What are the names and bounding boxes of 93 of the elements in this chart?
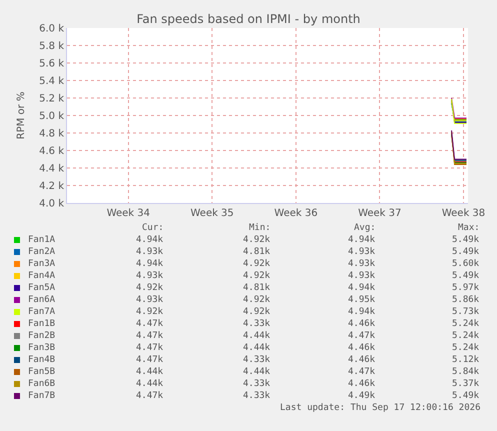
legend-label: Fan4A — [28, 271, 56, 281]
text: 4.46k — [348, 343, 376, 353]
text: 4.94k — [348, 283, 376, 293]
text: 4.47k — [136, 319, 164, 329]
legend-label: Fan1B — [28, 319, 56, 329]
text: 4.46k — [348, 319, 376, 329]
text: 5.24k — [452, 343, 480, 353]
text: 4.47k — [136, 391, 164, 401]
text: 4.93k — [348, 247, 376, 257]
legend-label: Fan6B — [28, 379, 56, 389]
text: Avg: — [354, 223, 376, 233]
text: 4.93k — [136, 247, 164, 257]
text: 4.33k — [243, 379, 271, 389]
legend-label: Fan3B — [28, 343, 56, 353]
text: 4.94k — [136, 235, 164, 245]
text: 4.33k — [243, 319, 271, 329]
text: 5.49k — [452, 271, 480, 281]
text: 4.47k — [136, 343, 164, 353]
text: 5.12k — [452, 355, 480, 365]
text: 4.49k — [348, 391, 376, 401]
text: 4.93k — [136, 271, 164, 281]
text: 4.33k — [243, 355, 271, 365]
text: 4.47k — [136, 355, 164, 365]
text: 4.92k — [136, 307, 164, 317]
text: 4.92k — [136, 283, 164, 293]
text: 4.46k — [348, 355, 376, 365]
y-tick-label: 6.0 k — [39, 24, 64, 34]
text: 4.33k — [243, 391, 271, 401]
text: 4.44k — [243, 367, 271, 377]
text: Cur: — [142, 223, 164, 233]
text: 4.81k — [243, 247, 271, 257]
legend-label: Fan3A — [28, 259, 56, 269]
text: 4.47k — [348, 367, 376, 377]
text: 4.46k — [348, 379, 376, 389]
legend-label: Fan5A — [28, 283, 56, 293]
text: 5.97k — [452, 283, 480, 293]
legend-label: Fan6A — [28, 295, 56, 305]
text: Min: — [249, 223, 271, 233]
x-tick-label: Week 34 — [106, 208, 150, 219]
text: 4.95k — [348, 295, 376, 305]
text: 4.47k — [136, 331, 164, 341]
text: 4.44k — [136, 379, 164, 389]
text: 4.92k — [243, 271, 271, 281]
y-tick-label: 5.4 k — [39, 76, 64, 87]
y-tick-label: 4.8 k — [39, 128, 64, 140]
x-tick-label: Week 38 — [442, 208, 486, 219]
text: 4.44k — [243, 343, 271, 353]
legend-label: Fan7A — [28, 307, 56, 317]
y-tick-label: 4.2 k — [39, 181, 64, 192]
text: 4.81k — [243, 283, 271, 293]
text: 4.92k — [243, 235, 271, 245]
legend-label: Fan2A — [28, 247, 56, 257]
text: 4.44k — [136, 367, 164, 377]
legend-label: Fan5B — [28, 367, 56, 377]
text: 5.24k — [452, 331, 480, 341]
legend-label: Fan4B — [28, 355, 56, 365]
text: 4.44k — [243, 331, 271, 341]
text: Last update: Thu Sep 17 12:00:16 2026 — [280, 403, 480, 413]
text: 4.94k — [348, 235, 376, 245]
y-tick-label: 5.0 k — [39, 111, 64, 122]
text: 4.92k — [243, 295, 271, 305]
text: 5.49k — [452, 247, 480, 257]
text: 5.84k — [452, 367, 480, 377]
text: 5.24k — [452, 319, 480, 329]
text: 4.93k — [136, 295, 164, 305]
text: Max: — [458, 223, 480, 233]
y-tick-label: 5.2 k — [39, 94, 64, 104]
text: 4.94k — [348, 307, 376, 317]
legend-label: Fan7B — [28, 391, 56, 401]
text: 5.60k — [452, 259, 480, 269]
text: 4.92k — [243, 307, 271, 317]
x-tick-label: Week 35 — [190, 208, 234, 219]
text: 4.47k — [348, 331, 376, 341]
y-axis-title: RPM or % — [16, 92, 28, 140]
legend-label: Fan2B — [28, 331, 56, 341]
y-tick-label: 5.8 k — [39, 41, 64, 52]
text: 5.86k — [452, 295, 480, 305]
text: 4.92k — [243, 259, 271, 269]
text: 5.49k — [452, 391, 480, 401]
text: 4.93k — [348, 259, 376, 269]
text: 4.93k — [348, 271, 376, 281]
text: 5.37k — [452, 379, 480, 389]
text: 5.73k — [452, 307, 480, 317]
x-tick-label: Week 36 — [274, 208, 318, 219]
y-tick-label: 5.6 k — [39, 58, 64, 70]
legend-label: Fan1A — [28, 235, 56, 245]
y-tick-label: 4.4 k — [39, 164, 64, 174]
text: 4.94k — [136, 259, 164, 269]
x-tick-label: Week 37 — [358, 208, 402, 219]
y-tick-label: 4.0 k — [39, 198, 64, 210]
text: 5.49k — [452, 235, 480, 245]
chart-title: Fan speeds based on IPMI - by month — [136, 12, 360, 26]
y-tick-label: 4.6 k — [39, 146, 64, 157]
